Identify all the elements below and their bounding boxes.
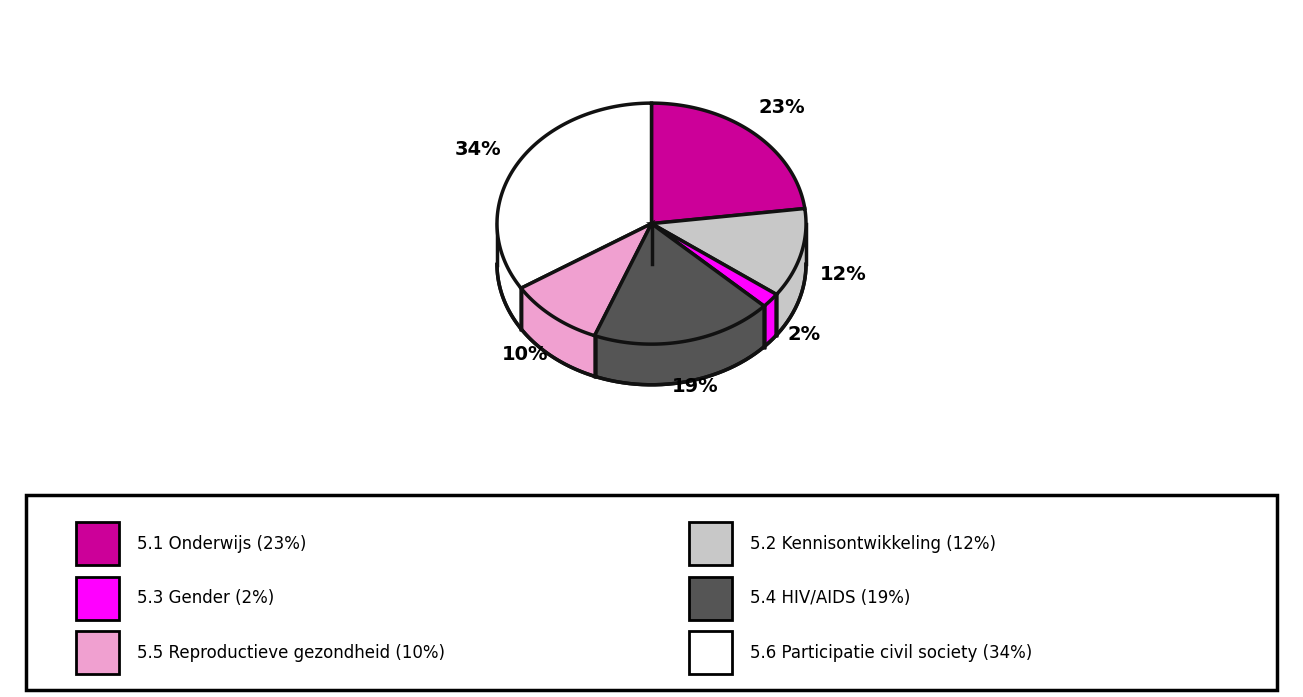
- Polygon shape: [594, 224, 652, 376]
- FancyBboxPatch shape: [76, 631, 119, 675]
- FancyBboxPatch shape: [76, 522, 119, 565]
- Polygon shape: [496, 103, 652, 288]
- Text: 34%: 34%: [455, 140, 502, 159]
- Polygon shape: [521, 224, 652, 329]
- Polygon shape: [652, 208, 807, 294]
- FancyBboxPatch shape: [689, 631, 731, 675]
- Text: 5.3 Gender (2%): 5.3 Gender (2%): [137, 589, 275, 607]
- FancyBboxPatch shape: [689, 522, 731, 565]
- Polygon shape: [652, 224, 777, 335]
- Polygon shape: [652, 224, 777, 306]
- Text: 5.5 Reproductieve gezondheid (10%): 5.5 Reproductieve gezondheid (10%): [137, 644, 446, 662]
- Polygon shape: [594, 224, 652, 376]
- FancyBboxPatch shape: [26, 495, 1277, 690]
- Polygon shape: [521, 224, 652, 336]
- Polygon shape: [496, 224, 521, 329]
- Text: 5.1 Onderwijs (23%): 5.1 Onderwijs (23%): [137, 535, 306, 553]
- Polygon shape: [652, 103, 805, 224]
- Polygon shape: [652, 224, 764, 347]
- FancyBboxPatch shape: [689, 577, 731, 620]
- Text: 23%: 23%: [758, 98, 805, 117]
- Polygon shape: [652, 224, 764, 347]
- Polygon shape: [652, 224, 777, 335]
- Text: 10%: 10%: [502, 345, 549, 364]
- Text: 5.6 Participatie civil society (34%): 5.6 Participatie civil society (34%): [751, 644, 1032, 662]
- Text: 12%: 12%: [820, 265, 866, 284]
- Text: 5.2 Kennisontwikkeling (12%): 5.2 Kennisontwikkeling (12%): [751, 535, 997, 553]
- Polygon shape: [594, 224, 764, 344]
- Text: 19%: 19%: [671, 377, 718, 396]
- Polygon shape: [594, 306, 764, 385]
- Text: 5.4 HIV/AIDS (19%): 5.4 HIV/AIDS (19%): [751, 589, 911, 607]
- Polygon shape: [777, 224, 807, 335]
- Polygon shape: [521, 224, 652, 329]
- Polygon shape: [521, 288, 594, 376]
- FancyBboxPatch shape: [76, 577, 119, 620]
- Polygon shape: [764, 294, 777, 347]
- Text: 2%: 2%: [787, 325, 821, 344]
